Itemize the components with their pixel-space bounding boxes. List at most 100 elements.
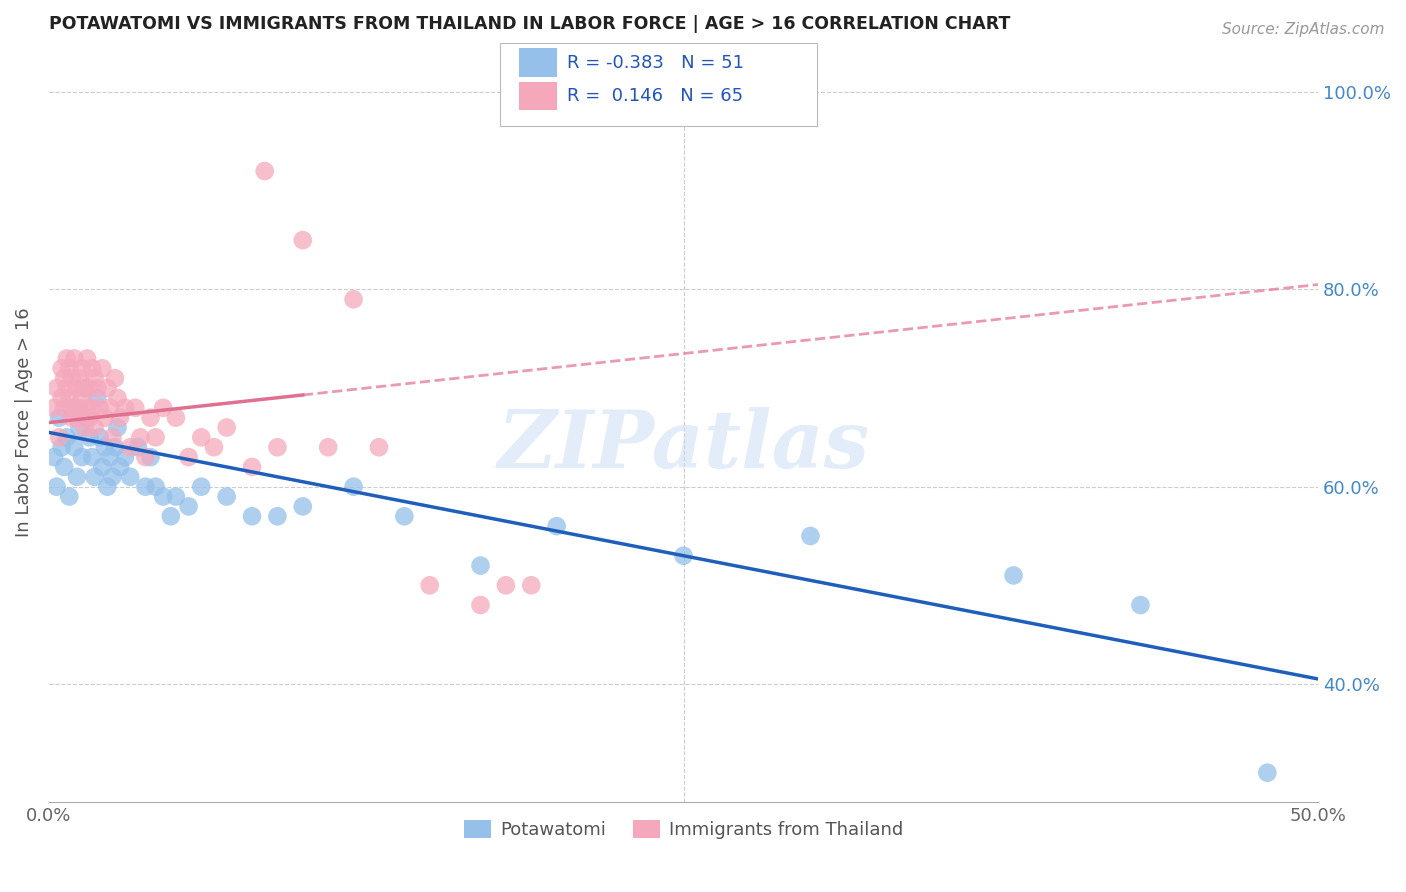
- Point: [48, 410, 70, 425]
- Point: [1129, 598, 1152, 612]
- Point: [139, 410, 162, 425]
- Point: [45, 480, 67, 494]
- Point: [73, 420, 96, 434]
- Point: [120, 470, 142, 484]
- Point: [266, 509, 288, 524]
- Point: [76, 401, 98, 415]
- Point: [83, 420, 105, 434]
- Point: [86, 391, 108, 405]
- Point: [82, 401, 104, 415]
- Point: [101, 430, 124, 444]
- Point: [55, 381, 77, 395]
- Point: [190, 430, 212, 444]
- Point: [66, 381, 89, 395]
- Point: [368, 440, 391, 454]
- Point: [108, 410, 131, 425]
- Point: [60, 401, 83, 415]
- Point: [129, 430, 152, 444]
- Point: [152, 401, 174, 415]
- Point: [70, 391, 93, 405]
- Point: [98, 450, 121, 464]
- Point: [394, 509, 416, 524]
- Point: [799, 529, 821, 543]
- Point: [86, 381, 108, 395]
- FancyBboxPatch shape: [519, 81, 557, 111]
- Point: [177, 500, 200, 514]
- Point: [240, 509, 263, 524]
- Point: [42, 401, 65, 415]
- Point: [53, 401, 76, 415]
- FancyBboxPatch shape: [519, 48, 557, 77]
- Point: [73, 381, 96, 395]
- Point: [70, 450, 93, 464]
- Point: [82, 361, 104, 376]
- Point: [316, 440, 339, 454]
- Text: Source: ZipAtlas.com: Source: ZipAtlas.com: [1222, 22, 1385, 37]
- Point: [70, 361, 93, 376]
- Point: [253, 164, 276, 178]
- Point: [177, 450, 200, 464]
- Point: [107, 420, 129, 434]
- Point: [42, 450, 65, 464]
- Point: [190, 480, 212, 494]
- Point: [45, 381, 67, 395]
- Point: [58, 490, 80, 504]
- Point: [76, 410, 98, 425]
- Point: [94, 410, 117, 425]
- Point: [134, 450, 156, 464]
- Point: [91, 459, 114, 474]
- Point: [67, 371, 90, 385]
- Point: [419, 578, 441, 592]
- FancyBboxPatch shape: [499, 43, 817, 127]
- Point: [134, 480, 156, 494]
- Point: [79, 430, 101, 444]
- Legend: Potawatomi, Immigrants from Thailand: Potawatomi, Immigrants from Thailand: [457, 813, 911, 847]
- Point: [55, 351, 77, 366]
- Point: [79, 381, 101, 395]
- Point: [145, 480, 167, 494]
- Point: [291, 500, 314, 514]
- Point: [1002, 568, 1025, 582]
- Point: [1256, 765, 1278, 780]
- Point: [165, 490, 187, 504]
- Point: [82, 450, 104, 464]
- Point: [66, 410, 89, 425]
- Point: [215, 420, 238, 434]
- Point: [202, 440, 225, 454]
- Point: [495, 578, 517, 592]
- Point: [139, 450, 162, 464]
- Point: [96, 480, 118, 494]
- Point: [48, 430, 70, 444]
- Point: [79, 410, 101, 425]
- Point: [114, 401, 136, 415]
- Point: [101, 470, 124, 484]
- Point: [58, 361, 80, 376]
- Point: [215, 490, 238, 504]
- Point: [104, 440, 127, 454]
- Point: [165, 410, 187, 425]
- Point: [145, 430, 167, 444]
- Point: [114, 450, 136, 464]
- Point: [342, 293, 364, 307]
- Point: [63, 401, 86, 415]
- Point: [94, 440, 117, 454]
- Point: [96, 381, 118, 395]
- Point: [672, 549, 695, 563]
- Point: [58, 391, 80, 405]
- Point: [60, 410, 83, 425]
- Y-axis label: In Labor Force | Age > 16: In Labor Force | Age > 16: [15, 308, 32, 537]
- Point: [83, 371, 105, 385]
- Text: POTAWATOMI VS IMMIGRANTS FROM THAILAND IN LABOR FORCE | AGE > 16 CORRELATION CHA: POTAWATOMI VS IMMIGRANTS FROM THAILAND I…: [49, 15, 1011, 33]
- Point: [89, 401, 111, 415]
- Point: [67, 420, 90, 434]
- Point: [127, 440, 149, 454]
- Point: [120, 440, 142, 454]
- Point: [76, 351, 98, 366]
- Point: [240, 459, 263, 474]
- Point: [152, 490, 174, 504]
- Point: [107, 391, 129, 405]
- Point: [91, 361, 114, 376]
- Point: [546, 519, 568, 533]
- Point: [63, 351, 86, 366]
- Point: [63, 440, 86, 454]
